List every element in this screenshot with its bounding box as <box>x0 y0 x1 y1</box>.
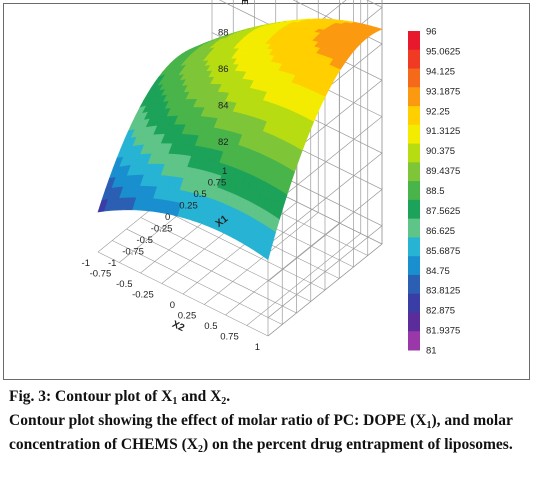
colorbar-tick-label: 93.1875 <box>426 86 460 97</box>
caption-description: Contour plot showing the effect of molar… <box>9 412 513 455</box>
colorbar: 96 95.0625 94.125 93.1875 92.25 91.3125 90.375… <box>408 27 460 357</box>
colorbar-tick-label: 81.9375 <box>426 326 460 337</box>
colorbar-segment <box>408 143 420 163</box>
colorbar-segment <box>408 106 420 126</box>
colorbar-segment <box>408 181 420 201</box>
x1-tick-label: -0.75 <box>122 247 144 258</box>
colorbar-segment <box>408 274 420 295</box>
colorbar-tick-label: 96 <box>426 27 437 38</box>
colorbar-segment <box>408 293 420 313</box>
response-surface <box>97 18 383 261</box>
z-tick-label: 82 <box>218 137 229 148</box>
x1-tick-label: -0.5 <box>137 235 153 246</box>
colorbar-segment <box>408 312 420 332</box>
grid-line <box>225 222 340 316</box>
colorbar-segment <box>408 31 420 51</box>
grid-line <box>246 233 361 326</box>
colorbar-tick-label: 92.25 <box>426 106 450 117</box>
colorbar-tick-label: 95.0625 <box>426 46 460 57</box>
colorbar-tick-label: 89.4375 <box>426 166 460 177</box>
colorbar-tick-label: 86.625 <box>426 226 455 237</box>
x1-tick-label: -0.25 <box>151 224 173 235</box>
z-tick-label: 84 <box>218 100 229 111</box>
x2-tick-label: -1 <box>82 258 90 269</box>
colorbar-segment <box>408 49 420 70</box>
x2-axis-label: X2 <box>170 319 186 334</box>
colorbar-segment <box>408 87 420 107</box>
z-axis-label: PDE <box>240 0 249 5</box>
axis-labels: -1-0.75-0.5-0.2500.250.50.75110.750.50.2… <box>82 0 260 353</box>
z-tick-label: 90 <box>218 0 229 2</box>
colorbar-tick-label: 91.3125 <box>426 126 460 137</box>
colorbar-segment <box>408 199 420 220</box>
colorbar-tick-label: 85.6875 <box>426 246 460 257</box>
colorbar-segment <box>408 124 420 145</box>
surface-patch <box>97 199 108 213</box>
colorbar-tick-label: 90.375 <box>426 146 455 157</box>
colorbar-tick-label: 84.75 <box>426 266 450 277</box>
x1-tick-label: 1 <box>222 166 227 177</box>
x2-tick-label: -0.5 <box>116 279 132 290</box>
x2-tick-label: 0.75 <box>220 332 239 343</box>
x2-tick-label: 0.25 <box>178 311 197 322</box>
colorbar-tick-label: 94.125 <box>426 66 455 77</box>
x1-tick-label: 0.75 <box>208 178 227 189</box>
colorbar-tick-label: 88.5 <box>426 186 445 197</box>
colorbar-tick-label: 82.875 <box>426 306 455 317</box>
x2-tick-label: -0.75 <box>90 269 112 280</box>
grid-line <box>204 212 319 305</box>
colorbar-tick-label: 81 <box>426 346 437 357</box>
x1-tick-label: -1 <box>108 258 116 269</box>
x1-tick-label: 0 <box>165 212 170 223</box>
x1-tick-label: 0.5 <box>194 189 207 200</box>
x1-tick-label: 0.25 <box>179 201 198 212</box>
colorbar-tick-label: 83.8125 <box>426 286 460 297</box>
x2-tick-label: 0.5 <box>204 321 217 332</box>
x2-tick-label: 0 <box>170 300 175 311</box>
colorbar-segment <box>408 256 420 276</box>
colorbar-segment <box>408 68 420 88</box>
colorbar-segment <box>408 331 420 351</box>
x2-tick-label: -0.25 <box>132 290 154 301</box>
figure-caption: Fig. 3: Contour plot of X1 and X2. Conto… <box>9 387 529 459</box>
surface-plot: -1-0.75-0.5-0.2500.250.50.75110.750.50.2… <box>82 0 460 357</box>
caption-title: Fig. 3: Contour plot of X1 and X2. <box>9 388 231 407</box>
colorbar-segment <box>408 162 420 182</box>
colorbar-tick-label: 87.5625 <box>426 206 460 217</box>
x2-tick-label: 1 <box>255 342 260 353</box>
z-tick-label: 86 <box>218 64 229 75</box>
z-tick-label: 88 <box>218 28 229 39</box>
colorbar-segment <box>408 237 420 257</box>
colorbar-segment <box>408 218 420 238</box>
